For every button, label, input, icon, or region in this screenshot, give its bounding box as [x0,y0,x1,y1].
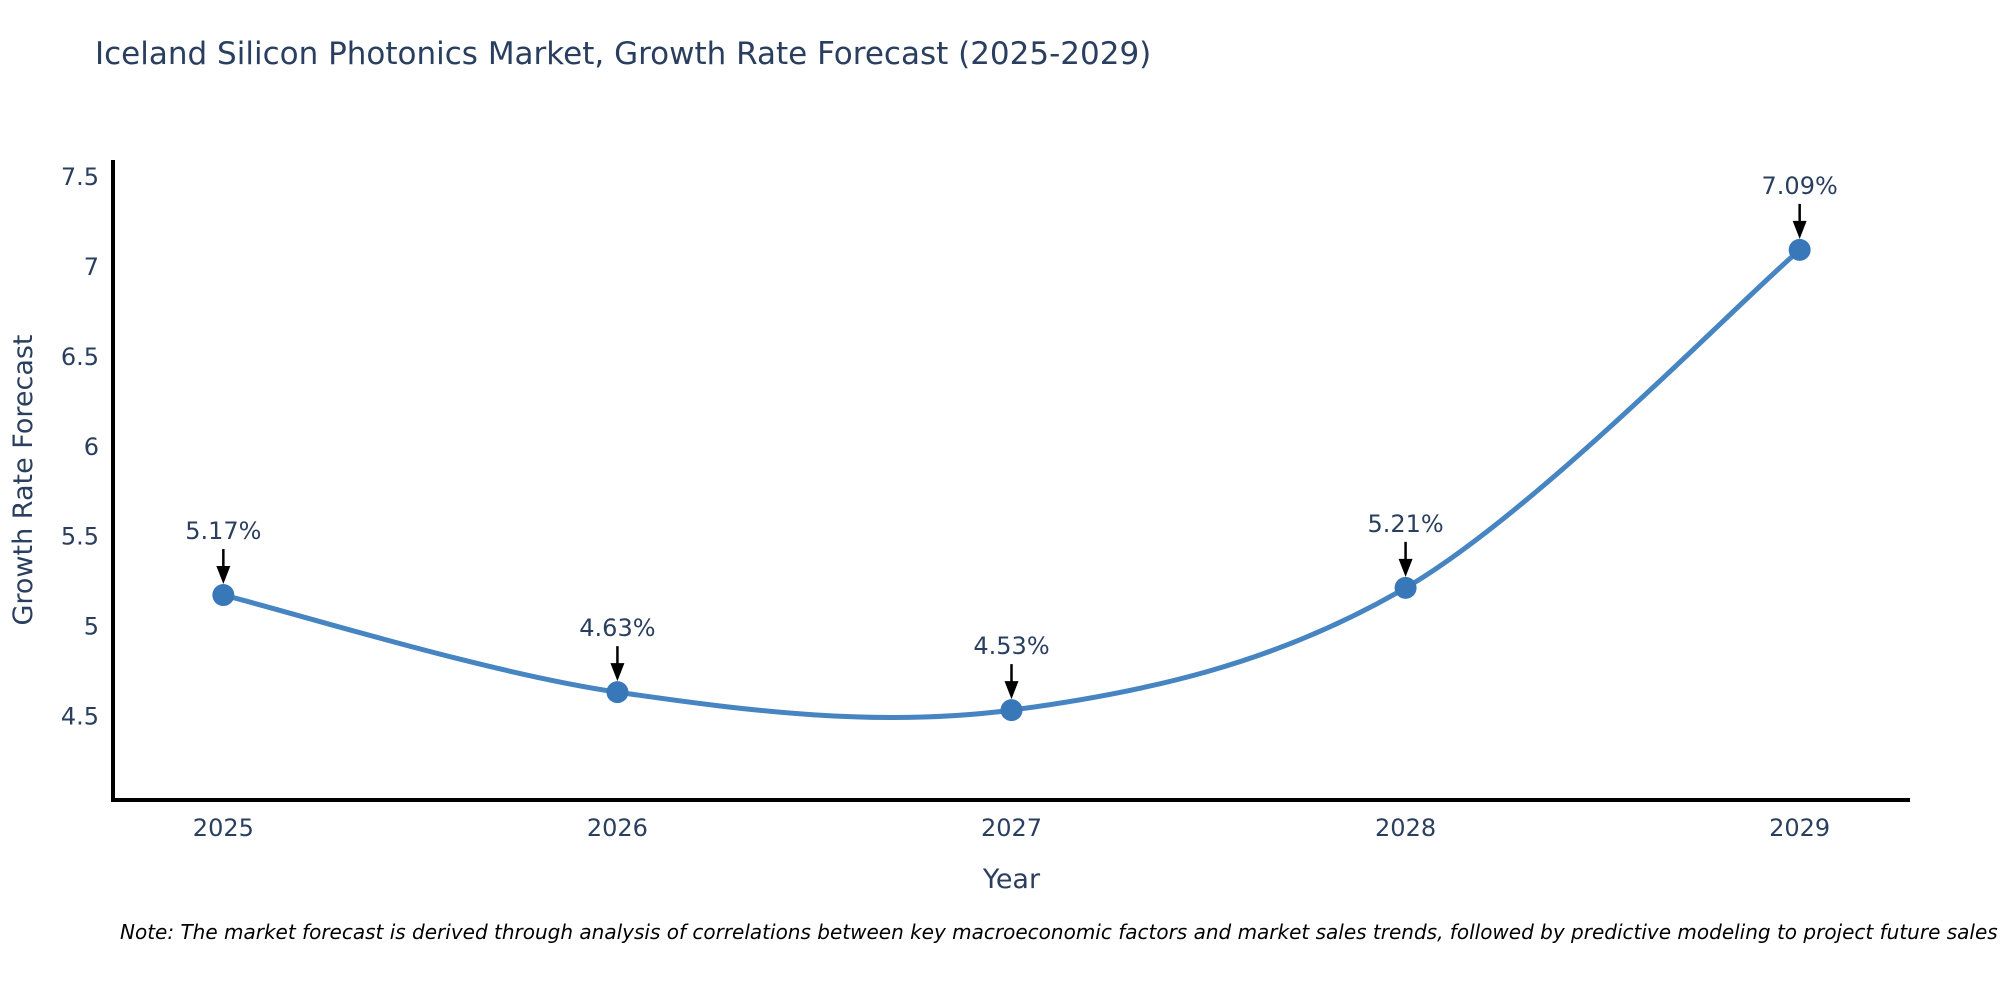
y-tick-label: 4.5 [61,703,99,731]
y-axis-title: Growth Rate Forecast [8,334,39,625]
data-point-marker [1000,699,1023,722]
annotation-label: 7.09% [1762,172,1838,200]
annotation-label: 4.53% [973,632,1049,660]
x-tick-label: 2028 [1375,814,1436,842]
data-point-marker [1788,238,1811,261]
annotation-arrowhead [1398,558,1413,577]
annotation-arrowhead [216,566,231,585]
data-point-marker [1394,576,1417,599]
y-tick-label: 7.5 [61,163,99,191]
annotation-label: 5.17% [185,517,261,545]
y-tick-label: 7 [84,253,99,281]
y-tick-label: 6 [84,433,99,461]
chart-title: Iceland Silicon Photonics Market, Growth… [95,36,1152,72]
y-tick-label: 5 [84,613,99,641]
x-tick-label: 2029 [1769,814,1830,842]
footnote: Note: The market forecast is derived thr… [120,920,1998,944]
x-axis-title: Year [982,864,1041,895]
x-tick-label: 2026 [587,814,648,842]
annotation-label: 4.63% [579,614,655,642]
x-tick-label: 2027 [981,814,1042,842]
annotation-label: 5.21% [1367,510,1443,538]
data-point-marker [212,584,235,607]
y-tick-label: 5.5 [61,523,99,551]
y-tick-label: 6.5 [61,343,99,371]
data-point-marker [606,681,629,704]
annotation-arrowhead [1792,220,1807,239]
line-chart-canvas: 4.5 5 5.5 6 6.5 7 7.5 2025 2026 2027 2028 2029 Year G… [8,160,1910,895]
annotation-arrowhead [1004,681,1019,700]
x-tick-label: 2025 [193,814,254,842]
annotation-arrowhead [610,663,625,682]
